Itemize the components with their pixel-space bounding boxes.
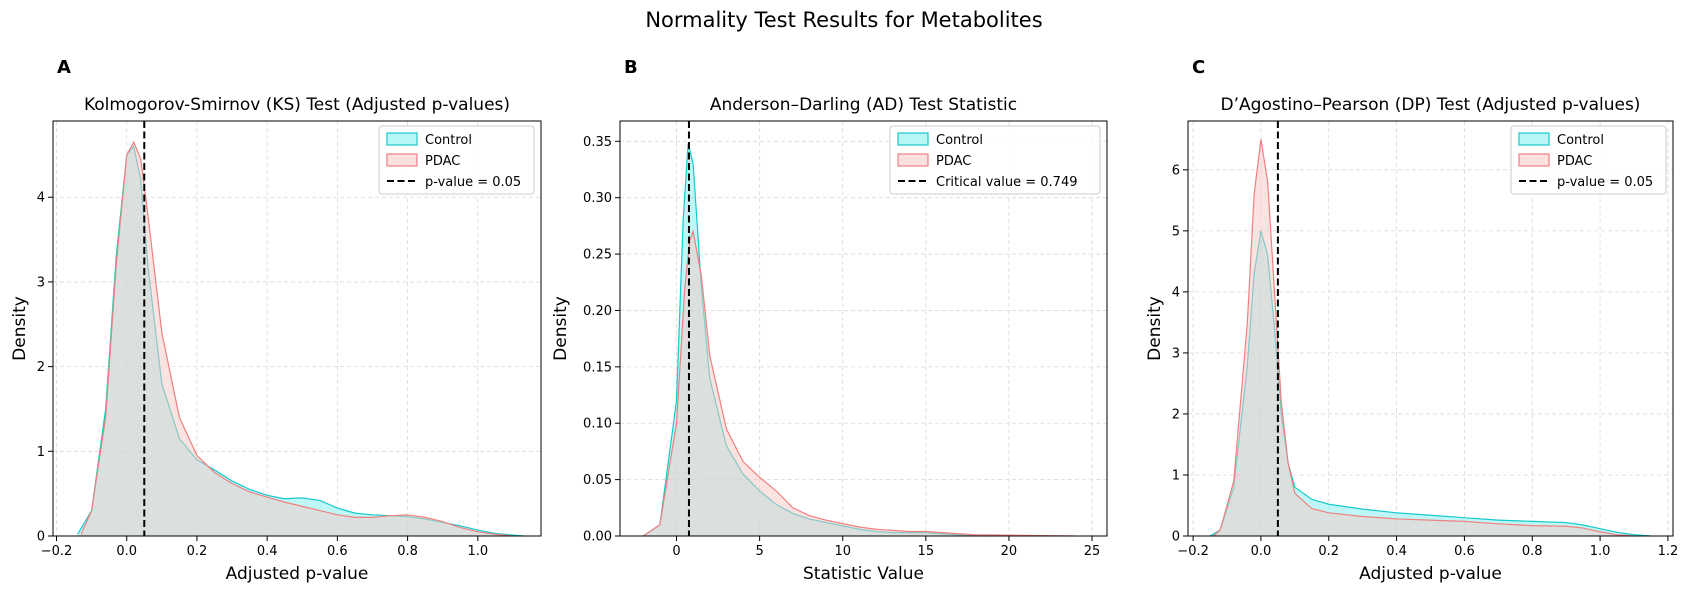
x-axis-label: Adjusted p-value bbox=[226, 564, 369, 584]
axes-frame bbox=[619, 120, 1108, 537]
legend-swatch-pdac bbox=[1518, 153, 1550, 167]
legend: Control PDAC Critical value = 0.749 bbox=[889, 125, 1101, 195]
series-line-pdac bbox=[642, 229, 1076, 537]
y-tick-label: 4 bbox=[37, 191, 45, 206]
y-tick-label: 4 bbox=[1172, 285, 1180, 300]
series-area-pdac bbox=[1213, 139, 1634, 536]
x-tick-label: 20 bbox=[1001, 544, 1018, 559]
legend-label-control: Control bbox=[425, 133, 472, 148]
x-tick-label: 0.4 bbox=[1386, 544, 1407, 559]
panel-b: B Anderson–Darling (AD) Test Statistic 0 5 1… bbox=[551, 57, 1108, 584]
legend-box bbox=[1510, 125, 1667, 195]
legend-label-vline: p-value = 0.05 bbox=[425, 175, 521, 190]
y-tick-label: 0.15 bbox=[583, 360, 612, 375]
legend-swatch-control bbox=[897, 132, 929, 146]
y-tick-label: 2 bbox=[1172, 407, 1180, 422]
y-tick-label: 2 bbox=[37, 360, 45, 375]
legend-swatch-control bbox=[386, 132, 418, 146]
legend-label-pdac: PDAC bbox=[425, 154, 460, 169]
series-line-pdac bbox=[80, 140, 513, 537]
panel-letter: C bbox=[1192, 57, 1205, 78]
panel-title: D’Agostino–Pearson (DP) Test (Adjusted p… bbox=[1221, 95, 1641, 115]
panel-c: C D’Agostino–Pearson (DP) Test (Adjusted … bbox=[1145, 57, 1678, 584]
y-axis-label: Density bbox=[10, 296, 30, 361]
legend-swatch-pdac bbox=[386, 153, 418, 167]
y-tick-label: 3 bbox=[1172, 346, 1180, 361]
figure-suptitle: Normality Test Results for Metabolites bbox=[645, 8, 1042, 32]
y-tick-label: 1 bbox=[1172, 468, 1180, 483]
y-tick-label: 0 bbox=[1172, 530, 1180, 545]
series-area-pdac bbox=[643, 231, 1076, 536]
x-tick-label: 25 bbox=[1084, 544, 1101, 559]
y-tick-label: 0.35 bbox=[583, 135, 612, 150]
panel-letter: A bbox=[57, 57, 71, 78]
x-tick-label: 0.2 bbox=[187, 544, 208, 559]
x-tick-label: 1.2 bbox=[1658, 544, 1679, 559]
y-tick-label: 6 bbox=[1172, 163, 1180, 178]
x-tick-label: −0.2 bbox=[1177, 544, 1209, 559]
x-tick-label: 0.8 bbox=[397, 544, 418, 559]
x-tick-label: 0.6 bbox=[1454, 544, 1475, 559]
x-tick-label: 15 bbox=[918, 544, 935, 559]
y-tick-label: 3 bbox=[37, 275, 45, 290]
panel-title: Anderson–Darling (AD) Test Statistic bbox=[710, 95, 1017, 115]
legend-label-pdac: PDAC bbox=[1557, 154, 1592, 169]
y-tick-label: 0 bbox=[37, 530, 45, 545]
x-tick-label: 5 bbox=[755, 544, 763, 559]
x-tick-label: 0 bbox=[672, 544, 680, 559]
panel-a: A Kolmogorov-Smirnov (KS) Test (Adjusted … bbox=[10, 57, 542, 584]
y-tick-label: 0.10 bbox=[583, 417, 612, 432]
legend-label-vline: p-value = 0.05 bbox=[1557, 175, 1653, 190]
series-line-pdac bbox=[1213, 139, 1635, 537]
axes-frame bbox=[1187, 120, 1674, 537]
y-tick-label: 0.20 bbox=[583, 304, 612, 319]
axes-frame bbox=[52, 120, 542, 537]
panel-letter: B bbox=[624, 57, 638, 78]
y-tick-label: 0.00 bbox=[583, 530, 612, 545]
x-tick-label: 0.0 bbox=[116, 544, 137, 559]
x-tick-label: 0.8 bbox=[1522, 544, 1543, 559]
x-tick-label: −0.2 bbox=[41, 544, 73, 559]
legend: Control PDAC p-value = 0.05 bbox=[378, 125, 535, 195]
x-tick-label: 1.0 bbox=[467, 544, 488, 559]
legend-label-control: Control bbox=[936, 133, 983, 148]
legend-swatch-pdac bbox=[897, 153, 929, 167]
legend-box bbox=[378, 125, 535, 195]
x-tick-label: 10 bbox=[834, 544, 851, 559]
y-tick-label: 0.05 bbox=[583, 473, 612, 488]
y-tick-label: 0.25 bbox=[583, 248, 612, 263]
legend-swatch-control bbox=[1518, 132, 1550, 146]
legend-box bbox=[889, 125, 1101, 195]
legend: Control PDAC p-value = 0.05 bbox=[1510, 125, 1667, 195]
x-tick-label: 0.6 bbox=[327, 544, 348, 559]
x-axis-label: Statistic Value bbox=[803, 564, 924, 584]
y-tick-label: 1 bbox=[37, 445, 45, 460]
legend-label-vline: Critical value = 0.749 bbox=[936, 175, 1077, 190]
y-tick-label: 5 bbox=[1172, 224, 1180, 239]
legend-label-control: Control bbox=[1557, 133, 1604, 148]
y-tick-label: 0.30 bbox=[583, 191, 612, 206]
x-tick-label: 1.0 bbox=[1590, 544, 1611, 559]
y-axis-label: Density bbox=[551, 296, 571, 361]
x-tick-label: 0.2 bbox=[1318, 544, 1339, 559]
y-axis-label: Density bbox=[1145, 296, 1165, 361]
x-tick-label: 0.0 bbox=[1251, 544, 1272, 559]
x-tick-label: 0.4 bbox=[257, 544, 278, 559]
legend-label-pdac: PDAC bbox=[936, 154, 971, 169]
panel-title: Kolmogorov-Smirnov (KS) Test (Adjusted p… bbox=[84, 95, 510, 115]
x-axis-label: Adjusted p-value bbox=[1359, 564, 1502, 584]
